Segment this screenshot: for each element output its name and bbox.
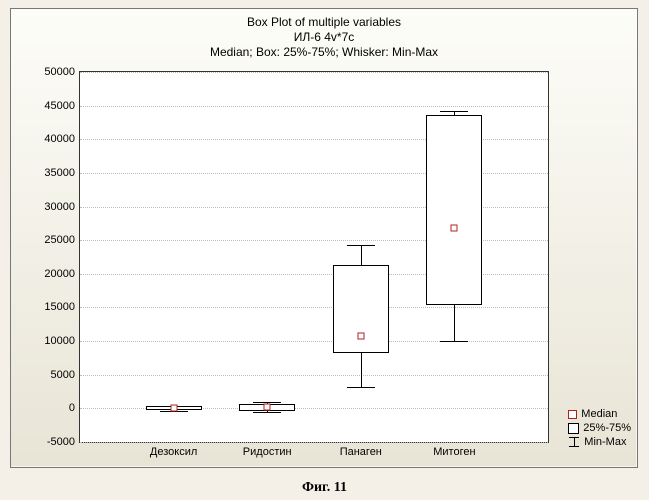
y-tick-label: 15000	[15, 301, 80, 313]
y-tick-label: 25000	[15, 234, 80, 246]
chart-title: Box Plot of multiple variables ИЛ-6 4v*7…	[11, 15, 637, 60]
whisker-cap	[440, 341, 468, 342]
legend-median-label: Median	[581, 407, 617, 421]
title-line-1: Box Plot of multiple variables	[11, 15, 637, 30]
median-marker	[451, 225, 458, 232]
title-line-3: Median; Box: 25%-75%; Whisker: Min-Max	[11, 45, 637, 60]
plot-area: -500005000100001500020000250003000035000…	[79, 71, 549, 443]
legend-row-whisker: Min-Max	[568, 435, 631, 449]
median-marker	[264, 404, 271, 411]
title-line-2: ИЛ-6 4v*7c	[11, 30, 637, 45]
y-tick-label: 40000	[15, 133, 80, 145]
median-marker	[170, 405, 177, 412]
y-tick-label: 10000	[15, 335, 80, 347]
y-tick-label: 35000	[15, 167, 80, 179]
box	[333, 265, 389, 353]
x-tick-label: Панаген	[340, 442, 382, 458]
whisker-cap	[347, 387, 375, 388]
legend-box-label: 25%-75%	[583, 421, 631, 435]
box-icon	[568, 423, 579, 434]
figure-container: Box Plot of multiple variables ИЛ-6 4v*7…	[0, 0, 649, 500]
box	[426, 115, 482, 305]
grid-line	[80, 106, 548, 107]
y-tick-label: -5000	[15, 436, 80, 448]
x-tick-label: Митоген	[433, 442, 475, 458]
y-tick-label: 0	[15, 402, 80, 414]
y-tick-label: 50000	[15, 66, 80, 78]
figure-caption: Фиг. 11	[0, 480, 649, 496]
whisker-cap	[440, 111, 468, 112]
legend-row-median: Median	[568, 407, 631, 421]
x-tick-label: Ридостин	[243, 442, 292, 458]
whisker-cap	[347, 245, 375, 246]
whisker-cap	[253, 412, 281, 413]
grid-line	[80, 72, 548, 73]
chart-panel: Box Plot of multiple variables ИЛ-6 4v*7…	[10, 8, 638, 468]
y-tick-label: 45000	[15, 100, 80, 112]
grid-line	[80, 375, 548, 376]
x-tick-label: Дезоксил	[150, 442, 197, 458]
legend: Median 25%-75% Min-Max	[568, 407, 631, 449]
legend-row-box: 25%-75%	[568, 421, 631, 435]
grid-line	[80, 341, 548, 342]
median-marker-icon	[568, 410, 577, 419]
y-tick-label: 20000	[15, 268, 80, 280]
y-tick-label: 5000	[15, 369, 80, 381]
y-tick-label: 30000	[15, 201, 80, 213]
median-marker	[357, 332, 364, 339]
grid-line	[80, 307, 548, 308]
whisker-icon	[568, 437, 580, 447]
legend-whisker-label: Min-Max	[584, 435, 626, 449]
